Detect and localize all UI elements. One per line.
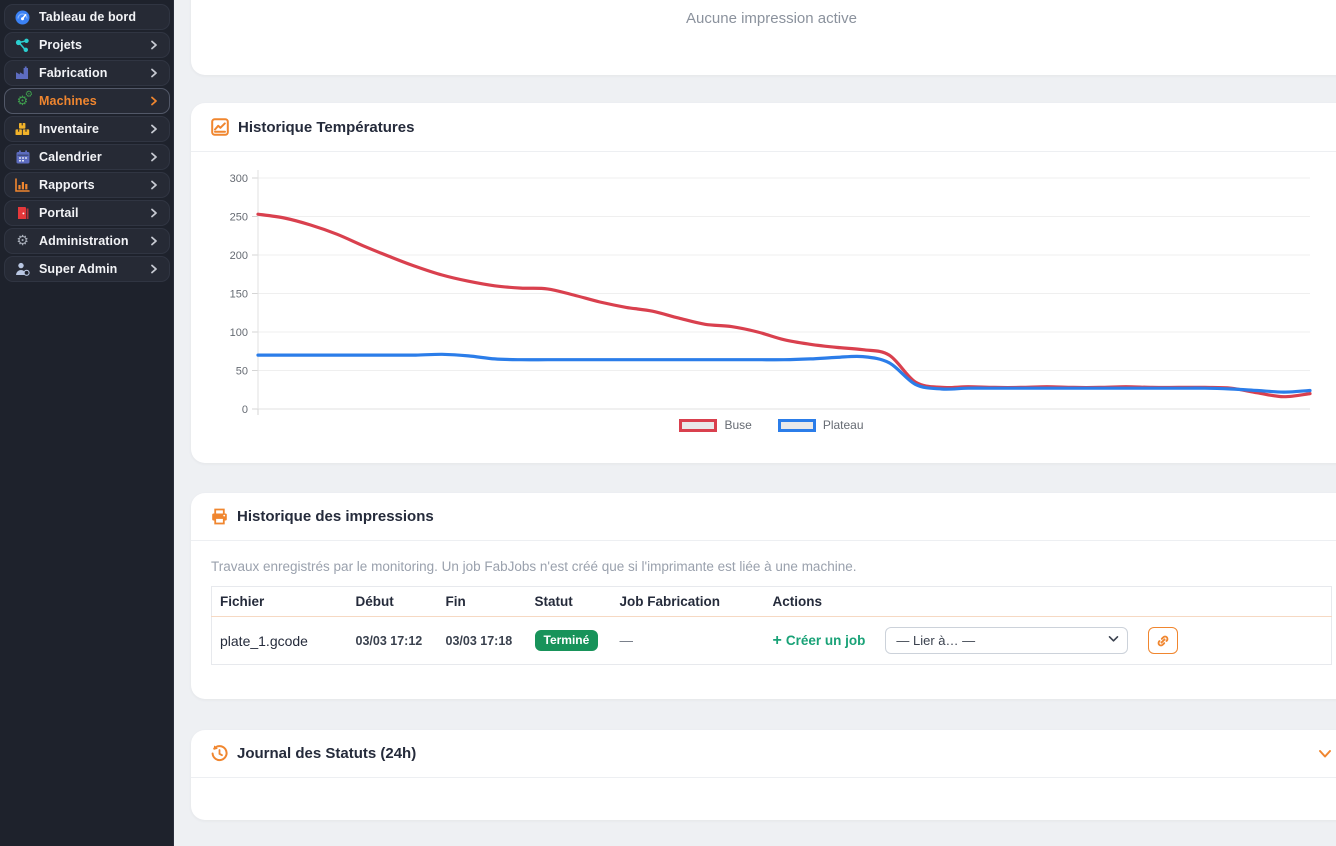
col-header-debut: Début <box>347 586 438 617</box>
print-history-card: Historique des impressions Travaux enreg… <box>191 493 1336 699</box>
cell-debut: 03/03 17:12 <box>355 633 423 648</box>
cell-statut: Terminé <box>527 617 612 665</box>
svg-text:250: 250 <box>230 212 248 224</box>
legend-item-buse[interactable]: Buse <box>679 418 752 432</box>
factory-icon <box>14 66 31 80</box>
collapse-chevron-down-icon[interactable] <box>1318 749 1332 759</box>
boxes-icon <box>14 122 31 136</box>
print-history-title: Historique des impressions <box>237 508 434 525</box>
sidebar: Tableau de bord Projets Fabrication ⚙ ⚙ M… <box>0 0 174 846</box>
chevron-right-icon <box>150 236 160 246</box>
chevron-right-icon <box>150 124 160 134</box>
sidebar-item-fabrication[interactable]: Fabrication <box>4 60 170 86</box>
sidebar-item-label: Projets <box>39 38 83 52</box>
sidebar-item-rapports[interactable]: Rapports <box>4 172 170 198</box>
status-journal-header[interactable]: Journal des Statuts (24h) <box>191 730 1336 778</box>
print-history-description: Travaux enregistrés par le monitoring. U… <box>211 559 857 574</box>
print-history-table: Fichier Début Fin Statut Job Fabrication… <box>211 586 1332 665</box>
door-icon <box>14 206 31 220</box>
link-machine-button[interactable] <box>1148 627 1179 654</box>
print-history-header: Historique des impressions <box>191 493 1336 541</box>
svg-text:200: 200 <box>230 250 248 262</box>
sidebar-item-calendrier[interactable]: Calendrier <box>4 144 170 170</box>
sidebar-item-label: Rapports <box>39 178 95 192</box>
sidebar-item-projets[interactable]: Projets <box>4 32 170 58</box>
active-print-card: Aucune impression active <box>191 0 1336 75</box>
gauge-icon <box>14 10 31 25</box>
chevron-right-icon <box>150 264 160 274</box>
sidebar-item-label: Fabrication <box>39 66 108 80</box>
status-badge: Terminé <box>534 630 599 651</box>
sidebar-item-label: Inventaire <box>39 122 100 136</box>
sidebar-item-label: Administration <box>39 234 129 248</box>
sidebar-item-label: Portail <box>39 206 79 220</box>
create-job-link[interactable]: + Créer un job <box>772 631 866 649</box>
temperature-card-title: Historique Températures <box>238 118 415 136</box>
svg-text:100: 100 <box>230 327 248 339</box>
svg-text:300: 300 <box>230 173 248 185</box>
plus-icon: + <box>772 631 782 649</box>
chevron-right-icon <box>150 208 160 218</box>
cell-fichier: plate_1.gcode <box>220 632 308 649</box>
temperature-chart-area: 0 50 100 150 200 250 300 Buse Plateau <box>191 152 1336 432</box>
chevron-right-icon <box>150 96 160 106</box>
user-shield-icon <box>14 262 31 276</box>
sidebar-item-label: Machines <box>39 94 97 108</box>
temperature-card-header: Historique Températures <box>191 103 1336 152</box>
sidebar-item-label: Calendrier <box>39 150 102 164</box>
temperature-history-card: Historique Températures 0 50 100 150 200 250 3… <box>191 103 1336 463</box>
link-machine-select[interactable]: — Lier à… — <box>885 627 1129 654</box>
sidebar-item-label: Super Admin <box>39 262 118 276</box>
col-header-statut: Statut <box>526 586 612 617</box>
sidebar-item-inventaire[interactable]: Inventaire <box>4 116 170 142</box>
chevron-right-icon <box>150 152 160 162</box>
cell-job-fabrication: — <box>619 633 634 648</box>
legend-label-buse: Buse <box>724 418 752 432</box>
svg-text:150: 150 <box>230 289 248 301</box>
gear-icon: ⚙ <box>16 233 29 249</box>
col-header-fin: Fin <box>437 586 527 617</box>
print-history-body: Travaux enregistrés par le monitoring. U… <box>191 541 1336 691</box>
link-icon <box>1156 634 1170 648</box>
col-header-job-fabrication: Job Fabrication <box>611 586 765 617</box>
temperature-chart: 0 50 100 150 200 250 300 <box>230 170 1312 416</box>
legend-swatch-buse <box>679 418 718 432</box>
svg-text:50: 50 <box>236 366 248 378</box>
cell-fin: 03/03 17:18 <box>445 633 513 648</box>
col-header-fichier: Fichier <box>211 586 348 617</box>
sidebar-item-portail[interactable]: Portail <box>4 200 170 226</box>
link-machine-select-wrap: — Lier à… — <box>885 627 1129 654</box>
table-header-row: Fichier Début Fin Statut Job Fabrication… <box>211 586 1332 617</box>
status-journal-card: Journal des Statuts (24h) <box>191 730 1336 820</box>
sitemap-icon <box>14 38 31 53</box>
main-content: Aucune impression active Historique Temp… <box>174 0 1336 846</box>
bar-chart-icon <box>14 178 31 192</box>
legend-item-plateau[interactable]: Plateau <box>777 418 864 432</box>
cell-actions: + Créer un job — Lier à… — <box>765 617 1332 665</box>
sidebar-item-administration[interactable]: ⚙ Administration <box>4 228 170 254</box>
sidebar-item-machines[interactable]: ⚙ ⚙ Machines <box>4 88 170 114</box>
sidebar-item-label: Tableau de bord <box>39 10 137 24</box>
calendar-icon <box>14 150 31 164</box>
history-icon <box>211 745 228 762</box>
sidebar-item-tableau-de-bord[interactable]: Tableau de bord <box>4 4 170 30</box>
create-job-label: Créer un job <box>785 633 866 648</box>
sidebar-item-super-admin[interactable]: Super Admin <box>4 256 170 282</box>
chart-legend: Buse Plateau <box>211 418 1332 432</box>
svg-text:0: 0 <box>242 404 248 416</box>
legend-label-plateau: Plateau <box>822 418 864 432</box>
col-header-actions: Actions <box>764 586 1332 617</box>
no-active-print-message: Aucune impression active <box>686 10 857 27</box>
chart-line-icon <box>211 118 229 136</box>
printer-icon <box>211 508 228 525</box>
legend-swatch-plateau <box>777 418 816 432</box>
gears-icon: ⚙ ⚙ <box>16 89 33 109</box>
chevron-right-icon <box>150 68 160 78</box>
table-row: plate_1.gcode 03/03 17:12 03/03 17:18 Te… <box>212 617 1332 665</box>
chevron-right-icon <box>150 180 160 190</box>
chevron-right-icon <box>150 40 160 50</box>
status-journal-title: Journal des Statuts (24h) <box>237 745 417 762</box>
